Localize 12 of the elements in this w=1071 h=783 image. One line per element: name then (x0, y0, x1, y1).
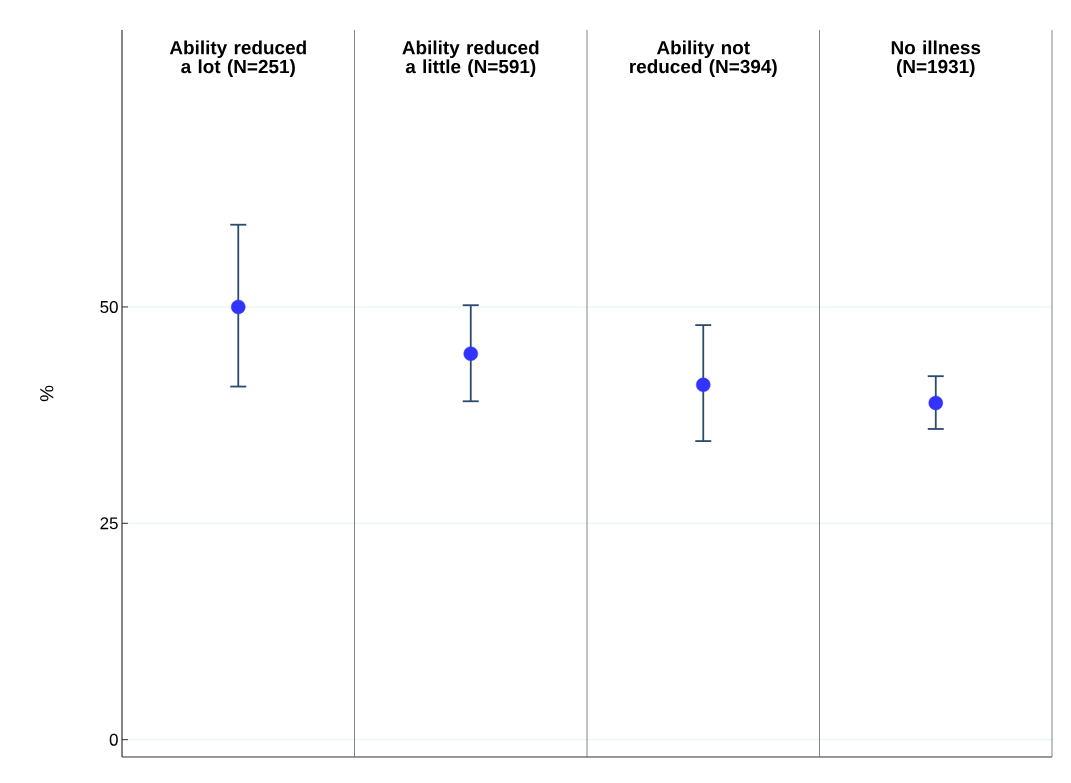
y-tick-label: 0 (109, 733, 118, 746)
point (231, 299, 246, 315)
point (696, 377, 711, 393)
point (463, 346, 478, 361)
x-tick-label: Ability reduced a little (N=591) (402, 40, 539, 77)
y-axis-title: % (40, 385, 54, 402)
x-tick-label: Ability reduced a lot (N=251) (169, 40, 306, 77)
x-tick-label: No illness (N=1931) (891, 40, 981, 77)
y-tick-label: 50 (100, 300, 118, 313)
y-tick-label: 25 (100, 517, 118, 530)
x-tick-label: Ability not reduced (N=394) (630, 40, 777, 77)
point (928, 395, 943, 411)
